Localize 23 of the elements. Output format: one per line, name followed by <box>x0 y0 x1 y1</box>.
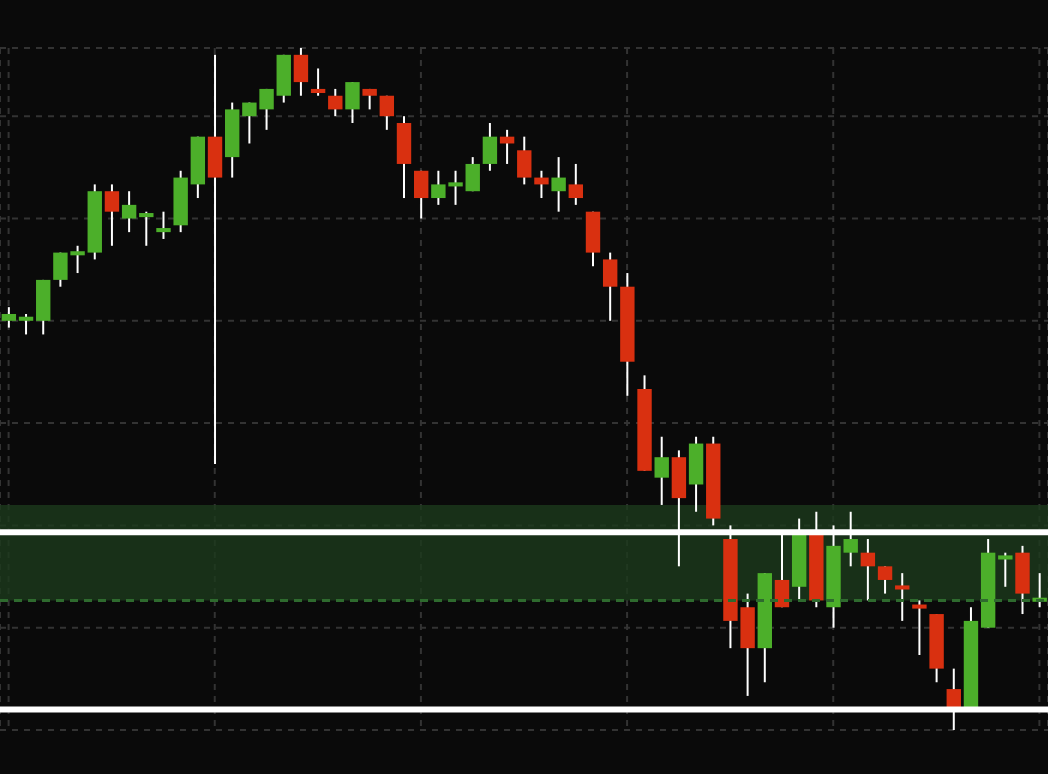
candlestick <box>1015 544 1030 616</box>
candlestick <box>310 67 326 97</box>
candlestick <box>688 435 704 513</box>
candlestick <box>482 122 498 172</box>
candlestick <box>585 210 601 268</box>
candlestick <box>654 435 669 506</box>
candlestick <box>328 87 343 118</box>
candlestick <box>895 572 910 622</box>
candlestick <box>877 565 893 595</box>
candlestick <box>568 162 584 206</box>
candlestick <box>345 81 360 125</box>
candlestick <box>517 135 532 186</box>
candlestick <box>156 210 171 240</box>
candlestick <box>551 156 566 213</box>
candlestick <box>860 538 876 602</box>
candlestick <box>396 115 412 200</box>
candlestick <box>293 48 309 97</box>
candlestick <box>104 183 120 247</box>
candlestick <box>912 599 927 656</box>
candlestick <box>602 251 618 322</box>
candlestick <box>379 94 395 131</box>
candlestick <box>413 169 429 220</box>
candlestick <box>534 169 549 200</box>
